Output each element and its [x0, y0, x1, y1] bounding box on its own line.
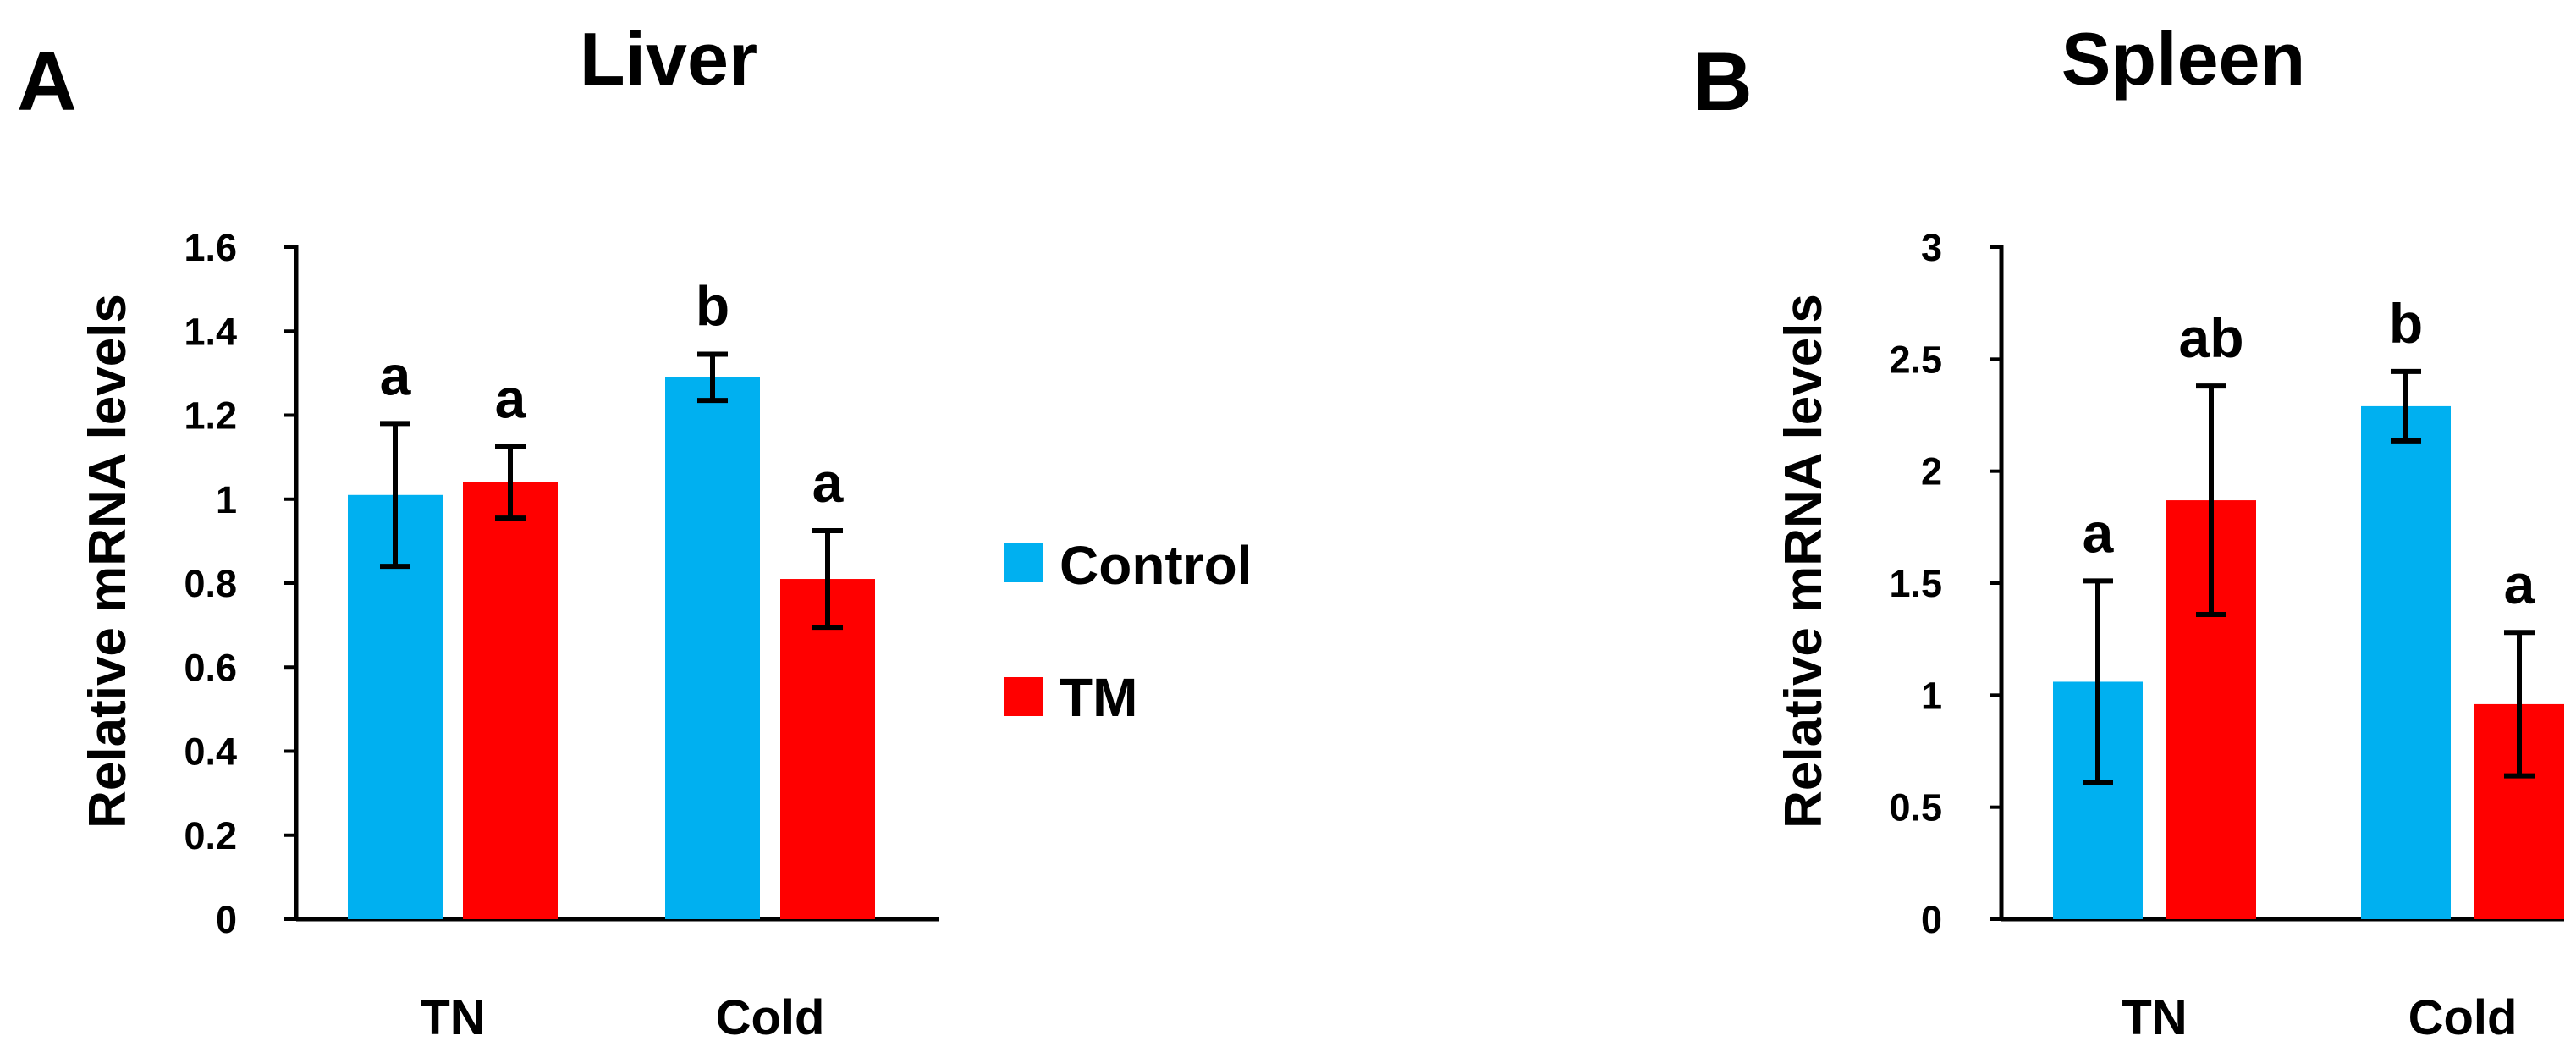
panel-a-significance-label: a — [495, 367, 527, 430]
panel-b-bar-control-cold — [2361, 405, 2451, 919]
panel-a-plot: 0 0.2 0.4 0.6 0.8 1 1.2 1.4 1.6 TN a a Cold b a — [184, 226, 939, 1045]
panel-b-y-tick-label: 2.5 — [1889, 338, 1942, 381]
panel-b-significance-label: a — [2504, 553, 2536, 615]
panel-a-y-tick-label: 1 — [216, 478, 237, 521]
panel-a-bar-tm-tn — [463, 482, 558, 919]
panel-a-x-tick-label: Cold — [716, 990, 825, 1045]
panel-a: A Liver Relative mRNA levels 00.20.40.60… — [17, 17, 939, 1045]
panel-b-significance-label: ab — [2178, 306, 2243, 369]
panel-a-y-tick-label: 0 — [216, 898, 237, 941]
panel-a-y-tick-label: 1.4 — [184, 310, 237, 353]
panel-b-y-tick-label: 0 — [1921, 898, 1942, 941]
panel-b-y-tick-label: 3 — [1921, 226, 1942, 269]
panel-a-significance-label: a — [812, 451, 845, 514]
panel-b-significance-label: a — [2083, 501, 2115, 564]
panel-b-y-tick-label: 2 — [1921, 450, 1942, 493]
panel-a-y-tick-label: 0.2 — [184, 814, 237, 857]
legend-item-tm: TM — [1004, 667, 1137, 728]
panel-a-y-tick-label: 0.6 — [184, 646, 237, 689]
legend: Control TM — [1004, 535, 1252, 728]
panel-a-y-tick-label: 1.6 — [184, 226, 237, 269]
panel-b-x-tick-label: Cold — [2408, 990, 2518, 1045]
panel-b-significance-label: b — [2389, 292, 2423, 355]
panel-a-title: Liver — [580, 17, 757, 101]
legend-swatch-tm — [1004, 677, 1043, 716]
legend-swatch-control — [1004, 543, 1043, 582]
panel-b-y-tick-label: 1 — [1921, 674, 1942, 717]
legend-label-tm: TM — [1060, 667, 1137, 728]
panel-a-bar-tm-cold — [780, 579, 875, 919]
legend-item-control: Control — [1004, 535, 1252, 596]
panel-a-letter: A — [17, 35, 77, 128]
legend-label-control: Control — [1060, 535, 1252, 596]
panel-a-y-tick-label: 0.8 — [184, 562, 237, 605]
panel-a-significance-label: a — [380, 344, 412, 406]
panel-b-letter: B — [1693, 35, 1753, 128]
panel-b-title: Spleen — [2061, 17, 2306, 101]
panel-a-y-tick-label: 1.2 — [184, 394, 237, 438]
panel-a-significance-label: b — [696, 275, 729, 338]
panel-b-y-tick-label: 1.5 — [1889, 562, 1942, 605]
panel-b-x-tick-label: TN — [2122, 990, 2187, 1045]
panel-a-bar-control-cold — [665, 377, 760, 919]
panel-b: B Spleen Relative mRNA levels 0 0.5 1 1.5 2 2… — [1693, 17, 2564, 1045]
panel-a-x-tick-label: TN — [420, 990, 485, 1045]
panel-a-y-axis-label: Relative mRNA levels — [79, 294, 137, 829]
panel-a-y-tick-label: 0.4 — [184, 730, 237, 774]
panel-b-y-axis-label: Relative mRNA levels — [1775, 294, 1833, 829]
panel-b-y-tick-label: 0.5 — [1889, 786, 1942, 829]
panel-b-plot: 0 0.5 1 1.5 2 2.5 3 TN a ab Cold b a — [1889, 226, 2564, 1045]
